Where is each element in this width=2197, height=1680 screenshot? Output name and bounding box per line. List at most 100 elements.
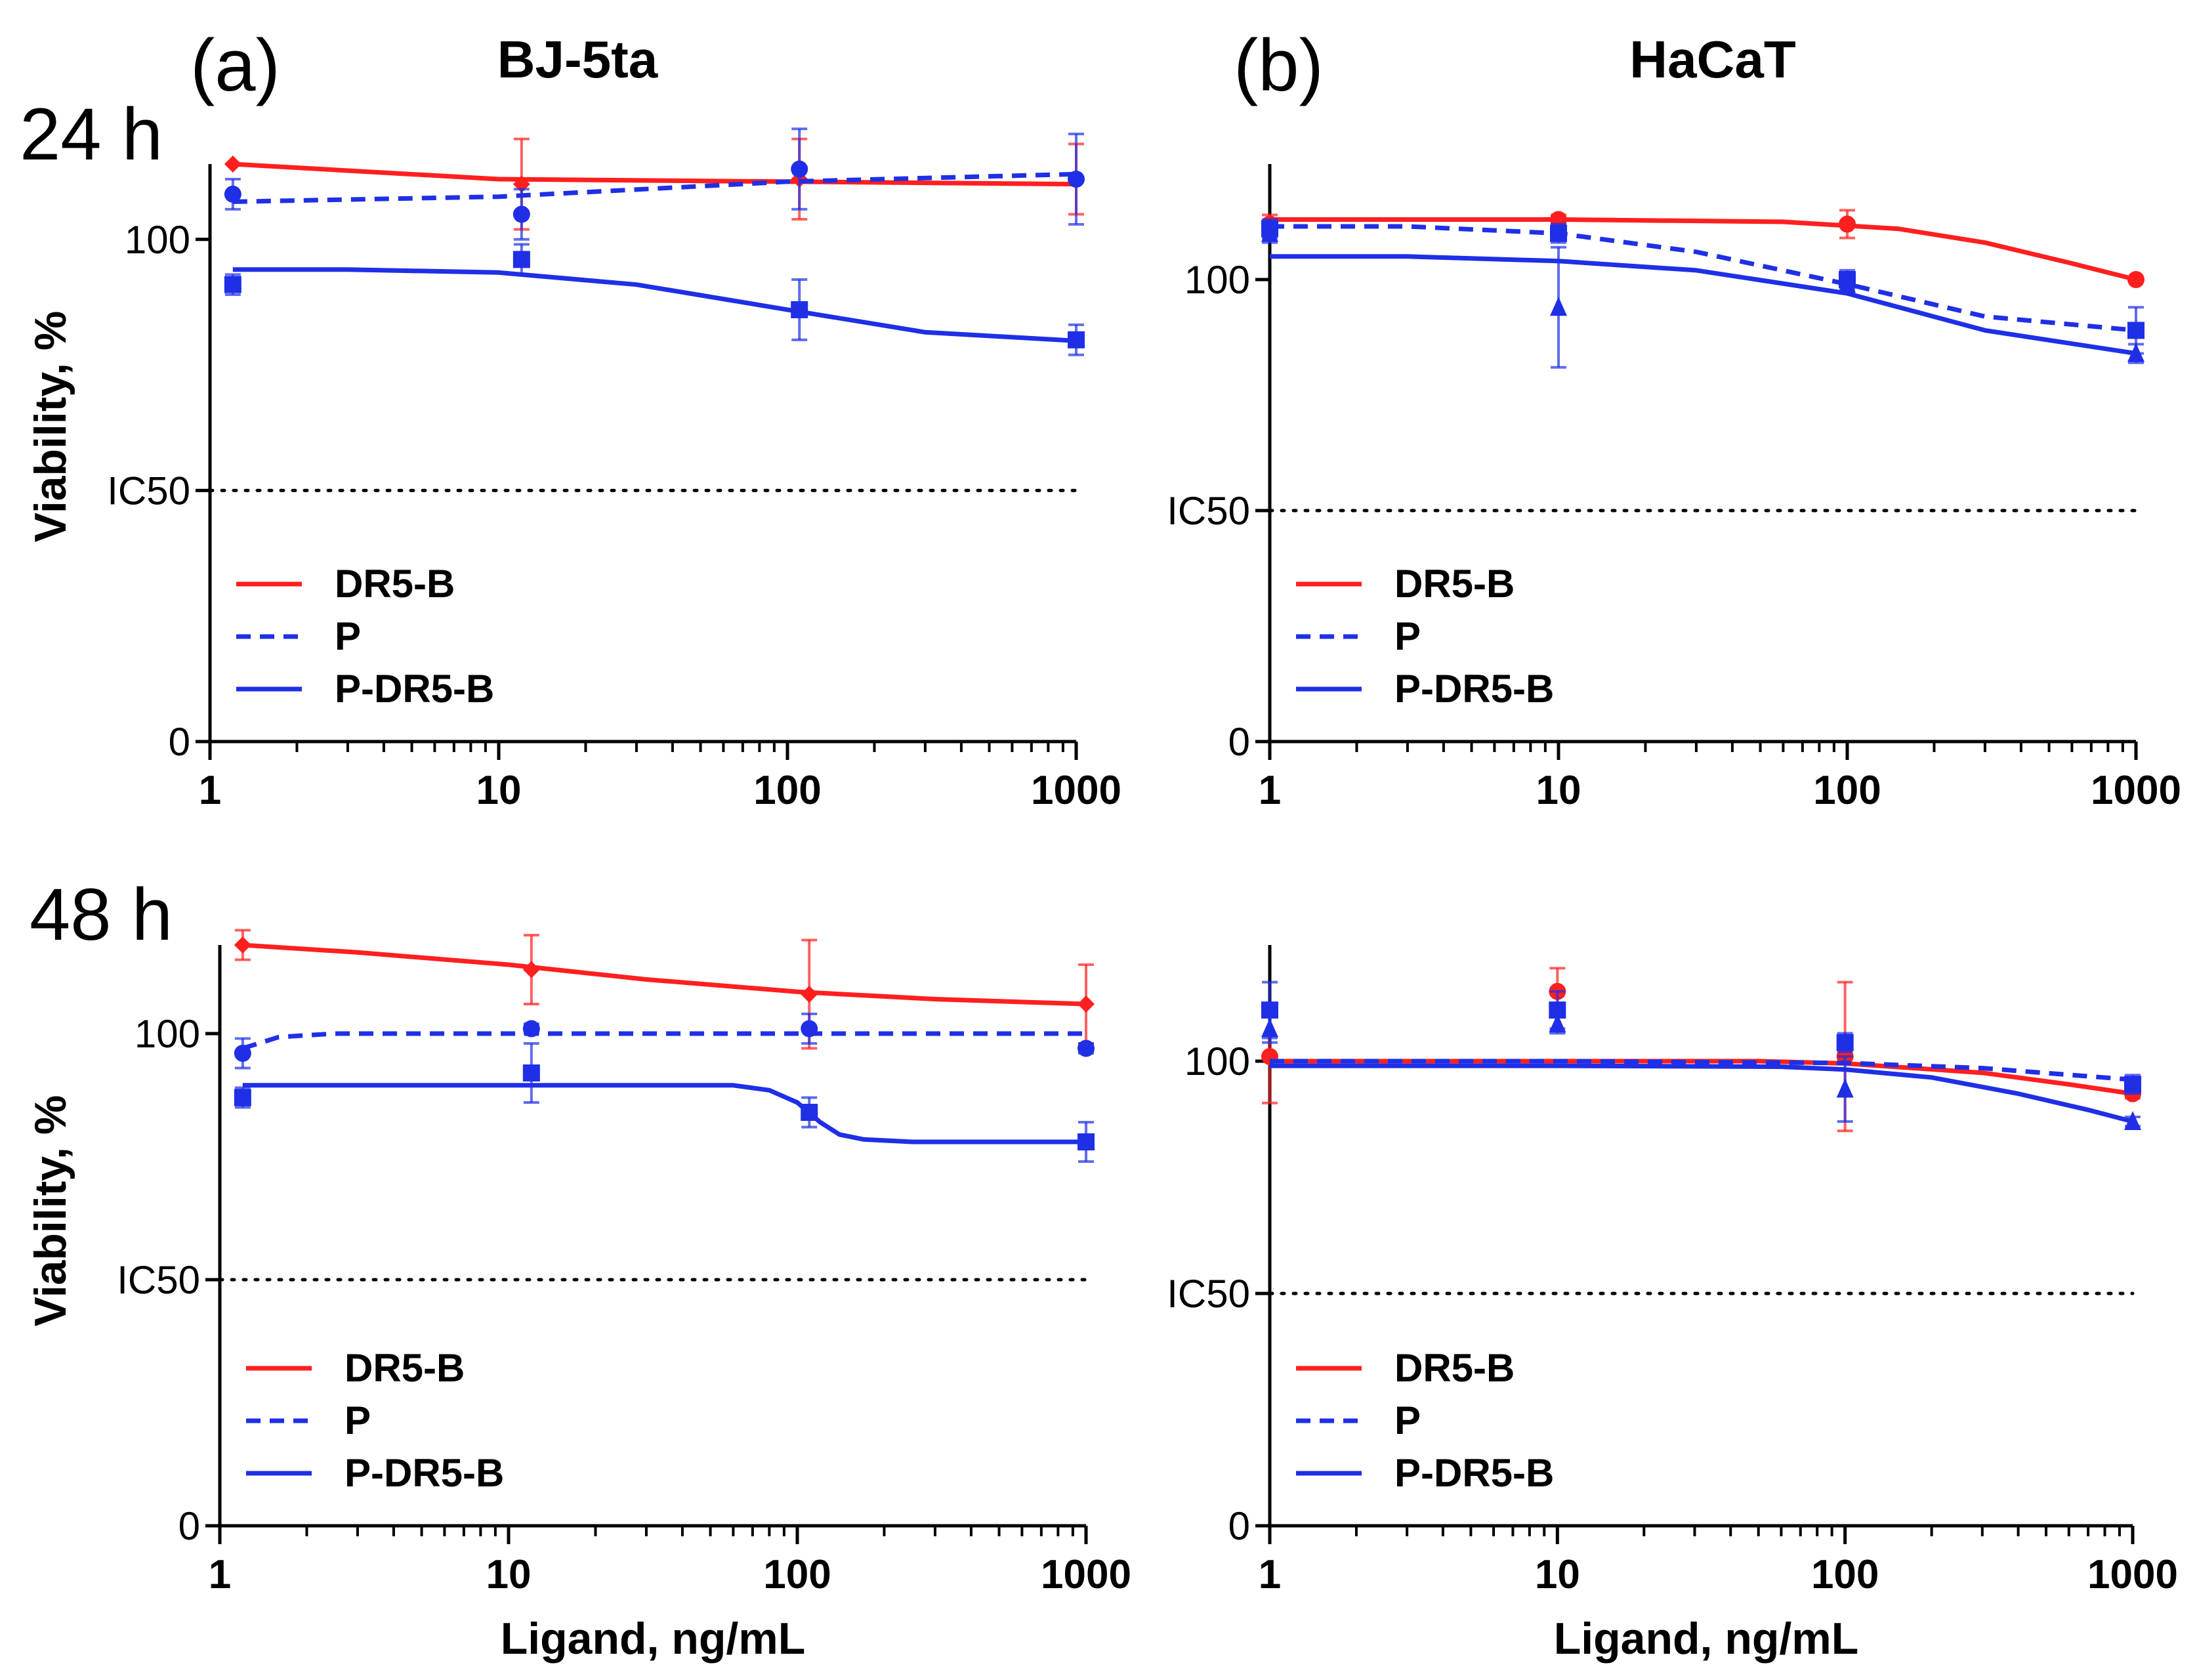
y-tick-label: 0 [178, 1504, 200, 1548]
legend: DR5-B P P-DR5-B [1296, 1346, 1554, 1495]
fit-curve-p-dr5-b [232, 267, 1077, 343]
data-point [1078, 996, 1095, 1013]
data-point [522, 1020, 540, 1038]
data-point [1836, 1078, 1854, 1098]
data-point [522, 1064, 540, 1082]
row-label-48h: 48 h [30, 873, 173, 956]
y-tick-label: 100 [1184, 258, 1250, 302]
y-tick-label: 100 [125, 218, 190, 262]
data-point [1261, 222, 1278, 242]
fit-curve-p [241, 1031, 1086, 1051]
data-point [1549, 1013, 1566, 1033]
legend: DR5-B P P-DR5-B [236, 562, 494, 711]
panel-a-label: (a) [190, 24, 280, 106]
legend-label: P [335, 614, 361, 658]
chart-bj5ta-24h: 1 10 100 1000 0 IC50 100 DR5-B P P-DR5-B [107, 127, 1121, 813]
row-label-24h: 24 h [20, 93, 163, 175]
fit-curve-dr5-b [232, 161, 1077, 187]
data-point [2127, 271, 2145, 288]
data-point [1261, 1018, 1278, 1038]
data-point [801, 1020, 818, 1038]
data-point [2127, 322, 2145, 339]
chart-hacat-24h: 1 10 100 1000 0 IC50 100 DR5-B P P-DR5-B [1167, 164, 2181, 813]
data-point [513, 251, 530, 268]
fit-curve-p-dr5-b [1270, 1063, 2133, 1124]
x-tick-label: 1000 [2091, 768, 2181, 813]
x-tick-label: 1 [1259, 1552, 1281, 1597]
column-title-bj5ta: BJ-5ta [497, 30, 658, 89]
x-tick-label: 1000 [2087, 1552, 2178, 1597]
legend: DR5-B P P-DR5-B [246, 1346, 504, 1495]
y-tick-label: IC50 [117, 1258, 200, 1302]
y-tick-label: 0 [1228, 1504, 1250, 1548]
data-point [1836, 1034, 1854, 1051]
data-point [1550, 224, 1567, 242]
legend-label: P-DR5-B [345, 1451, 504, 1495]
series-p-dr5-b [224, 243, 1085, 356]
data-point [1078, 1133, 1095, 1150]
x-tick-label: 100 [763, 1552, 831, 1597]
legend-label: P [345, 1398, 371, 1442]
legend-label: P [1394, 1398, 1421, 1442]
data-point [1068, 170, 1085, 188]
fit-curve-dr5-b [242, 942, 1087, 1007]
x-tick-label: 1000 [1041, 1552, 1131, 1597]
data-point [2127, 343, 2145, 362]
legend-label: DR5-B [335, 562, 455, 606]
data-point [234, 1089, 251, 1106]
y-tick-label: IC50 [107, 469, 190, 513]
legend-label: P [1394, 614, 1421, 658]
legend-label: P-DR5-B [1394, 667, 1554, 711]
y-tick-label: IC50 [1167, 489, 1250, 533]
x-tick-label: 10 [476, 768, 522, 813]
data-point [791, 160, 808, 178]
fit-curve-p [232, 171, 1077, 204]
data-point [234, 936, 251, 954]
legend: DR5-B P P-DR5-B [1296, 562, 1554, 711]
y-tick-label: 100 [1184, 1040, 1250, 1083]
data-point [1078, 1040, 1095, 1057]
x-tick-label: 100 [753, 768, 821, 813]
fit-curve-p [1270, 224, 2137, 333]
y-tick-label: IC50 [1167, 1272, 1250, 1316]
series-p-dr5-b [1261, 1013, 2141, 1131]
column-title-hacat: HaCaT [1629, 30, 1796, 89]
data-point [513, 205, 530, 223]
data-point [2124, 1111, 2141, 1131]
y-axis-label-48h: Viability, % [26, 1095, 75, 1327]
y-tick-label: 0 [169, 720, 190, 764]
x-tick-label: 10 [486, 1552, 532, 1597]
data-point [801, 1104, 818, 1121]
y-tick-label: 0 [1228, 720, 1250, 764]
data-point [234, 1045, 251, 1062]
x-tick-label: 10 [1535, 1552, 1580, 1597]
legend-label: DR5-B [345, 1346, 465, 1390]
data-point [801, 986, 818, 1003]
y-tick-label: 100 [135, 1012, 200, 1056]
data-point [1550, 297, 1567, 316]
data-point [1839, 274, 1856, 293]
x-tick-label: 1 [209, 1552, 231, 1597]
x-tick-label: 1 [199, 768, 221, 813]
legend-label: P-DR5-B [335, 667, 494, 711]
x-tick-label: 10 [1536, 768, 1581, 813]
data-point [224, 276, 241, 293]
x-axis-label-hacat: Ligand, ng/mL [1554, 1614, 1859, 1664]
legend-label: P-DR5-B [1394, 1451, 1554, 1495]
panel-b-label: (b) [1234, 24, 1324, 106]
fit-curve-p-dr5-b [1270, 254, 2137, 356]
data-point [1839, 215, 1856, 233]
x-tick-label: 1 [1259, 768, 1281, 813]
series-p-dr5-b [1261, 222, 2145, 369]
legend-label: DR5-B [1394, 562, 1515, 606]
data-point [2124, 1076, 2141, 1093]
y-axis-label-24h: Viability, % [26, 311, 75, 543]
series-p [234, 1013, 1095, 1070]
data-point [224, 156, 241, 173]
chart-bj5ta-48h: 1 10 100 1000 0 IC50 100 DR5-B P P-DR5-B [117, 929, 1131, 1597]
x-tick-label: 100 [1813, 768, 1881, 813]
data-point [791, 301, 808, 318]
x-tick-label: 100 [1811, 1552, 1879, 1597]
